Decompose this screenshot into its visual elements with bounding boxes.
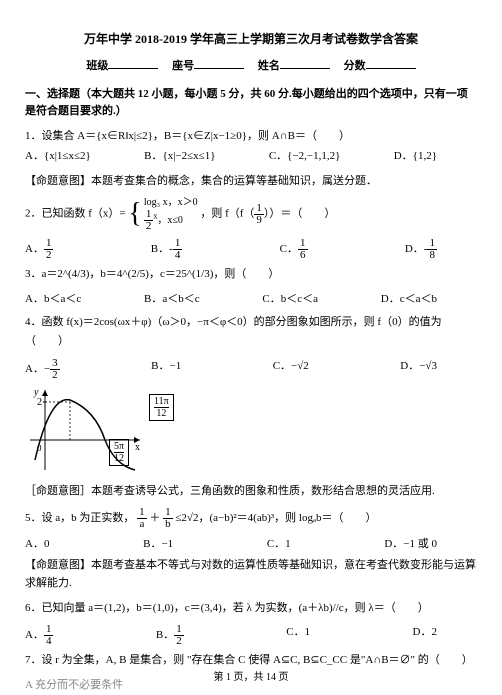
q5-opt-a: A．0	[25, 536, 49, 554]
q5-opt-b: B．−1	[143, 536, 173, 554]
q6-opt-a: A．14	[25, 624, 53, 647]
q2-options: A．12 B．-14 C．16 D．-18	[25, 238, 477, 261]
l2d: 12	[114, 453, 124, 464]
l2n: 5π	[114, 441, 124, 453]
svg-text:x: x	[135, 442, 140, 453]
exam-title: 万年中学 2018-2019 学年高三上学期第三次月考试卷数学含答案	[25, 30, 477, 49]
q6a-pre: A．	[25, 629, 44, 641]
q1-note: 【命题意图】本题考查集合的概念，集合的运算等基础知识，属送分题．	[25, 173, 477, 191]
score-blank	[366, 57, 416, 69]
q2-opt-b: B．-14	[151, 238, 183, 261]
q6b-d: 2	[174, 636, 184, 647]
q1-stem: 1．设集合 A＝{x∈R‖x|≤2}，B＝{x∈Z|x−1≥0}，则 A∩B＝（…	[25, 127, 477, 147]
q6-opt-d: D．2	[413, 624, 437, 647]
class-blank	[108, 57, 158, 69]
section-1-heading: 一、选择题（本大题共 12 小题，每小题 5 分，共 60 分.每小题给出的四个…	[25, 86, 477, 121]
q2b-d: 4	[173, 250, 183, 261]
q2b-pre: B．	[151, 243, 169, 255]
q6b-pre: B．	[156, 629, 174, 641]
q6a-d: 4	[44, 636, 54, 647]
q1-opt-c: C．{−2,−1,1,2}	[269, 147, 341, 167]
q6-options: A．14 B．12 C．1 D．2	[25, 624, 477, 647]
q5f2n: 1	[163, 507, 173, 519]
page-footer: 第 1 页，共 14 页	[0, 670, 502, 686]
q2-stem-end: ））＝（ ）	[264, 208, 336, 220]
q4-opt-b: B．−1	[151, 358, 181, 381]
q5f1n: 1	[137, 507, 147, 519]
q4a-pre: A．−	[25, 363, 50, 375]
left-brace-icon: {	[128, 200, 141, 228]
q4-opt-a: A．−32	[25, 358, 60, 381]
q3-stem: 3．a＝2^(4/3)，b＝4^(2/5)，c＝25^(1/3)，则（ ）	[25, 265, 477, 285]
q4-graph-row: 0 x y 2 11π12 5π12	[25, 385, 477, 475]
q4a-d: 2	[50, 370, 60, 381]
q5-stem-a: 5．设 a，b 为正实数，	[25, 512, 134, 524]
q2c-d: 6	[298, 250, 308, 261]
score-label: 分数	[344, 60, 366, 72]
svg-text:0: 0	[37, 443, 42, 453]
q2-opt-c: C．16	[280, 238, 308, 261]
l1d: 12	[154, 408, 169, 419]
question-6: 6．已知向量 a＝(1,2)，b＝(1,0)，c＝(3,4)，若 λ 为实数，(…	[25, 599, 477, 619]
q5-options: A．0 B．−1 C．1 D．−1 或 0	[25, 536, 477, 554]
seat-blank	[194, 57, 244, 69]
q2-piece1: log₃ x，x＞0	[144, 197, 198, 208]
q4-graph-labels: 11π12 5π12	[149, 394, 174, 466]
q6-stem: 6．已知向量 a＝(1,2)，b＝(1,0)，c＝(3,4)，若 λ 为实数，(…	[25, 599, 477, 619]
q5-opt-d: D．−1 或 0	[384, 536, 437, 554]
seat-label: 座号	[172, 60, 194, 72]
q5f1d: a	[137, 519, 147, 530]
q1-opt-d: D．{1,2}	[394, 147, 437, 167]
q2-arg-num: 1	[254, 203, 264, 215]
q4-opt-d: D．−√3	[400, 358, 437, 381]
name-blank	[280, 57, 330, 69]
q4-note: ［命题意图］本题考查诱导公式，三角函数的图象和性质，数形结合思想的灵活应用.	[25, 483, 477, 501]
q6-opt-b: B．12	[156, 624, 184, 647]
question-3: 3．a＝2^(4/3)，b＝4^(2/5)，c＝25^(1/3)，则（ ）	[25, 265, 477, 285]
q2a-d: 2	[44, 250, 54, 261]
student-info-line: 班级 座号 姓名 分数	[25, 57, 477, 76]
q2-p2-cond: ，x≤0	[157, 215, 183, 226]
q4-label-11pi12: 11π12	[149, 394, 174, 421]
q3-opt-c: C．b＜c＜a	[262, 291, 318, 309]
question-7: 7．设 r 为全集，A, B 是集合，则 "存在集合 C 使得 A⊆C, B⊆C…	[25, 651, 477, 671]
q3-opt-a: A．b＜a＜c	[25, 291, 81, 309]
q2d-pre: D．	[405, 243, 424, 255]
q2c-pre: C．	[280, 243, 298, 255]
q2-stem-pre: 2．已知函数 f（x）=	[25, 208, 126, 220]
q1-opt-b: B．{x|−2≤x≤1}	[144, 147, 215, 167]
q6-opt-c: C．1	[286, 624, 310, 647]
q5f2d: b	[163, 519, 173, 530]
name-label: 姓名	[258, 60, 280, 72]
q2-opt-a: A．12	[25, 238, 53, 261]
q2-piecewise: { log₃ x，x＞0 12x，x≤0	[128, 196, 197, 232]
question-2: 2．已知函数 f（x）= { log₃ x，x＞0 12x，x≤0 ，则 f（f…	[25, 196, 477, 232]
q4-options: A．−32 B．−1 C．−√2 D．−√3	[25, 358, 477, 381]
q2-opt-d: D．-18	[405, 238, 437, 261]
q5-opt-c: C．1	[267, 536, 291, 554]
q5-note: 【命题意图】本题考查基本不等式与对数的运算性质等基础知识，意在考查代数变形能与运…	[25, 557, 477, 592]
question-5: 5．设 a，b 为正实数， 1a ＋ 1b ≤2√2，(a−b)²＝4(ab)³…	[25, 507, 477, 530]
q5-plus: ＋	[149, 512, 160, 524]
q3-options: A．b＜a＜c B．a＜b＜c C．b＜c＜a D．c＜a＜b	[25, 291, 477, 309]
q3-opt-b: B．a＜b＜c	[144, 291, 200, 309]
q5-stem-b: ≤2√2，(a−b)²＝4(ab)³，则 logₐb＝（ ）	[175, 512, 376, 524]
q2d-d: 8	[427, 250, 437, 261]
class-label: 班级	[86, 60, 108, 72]
q2-arg-den: 9	[254, 215, 264, 226]
q1-opt-a: A．{x|1≤x≤2}	[25, 147, 91, 167]
q4-label-5pi12: 5π12	[109, 439, 129, 466]
q4-stem: 4．函数 f(x)＝2cos(ωx＋φ)（ω＞0，−π＜φ＜0）的部分图象如图所…	[25, 313, 477, 353]
q4-opt-c: C．−√2	[273, 358, 309, 381]
l1n: 11π	[154, 396, 169, 408]
q2a-pre: A．	[25, 243, 44, 255]
q3-opt-d: D．c＜a＜b	[381, 291, 437, 309]
svg-text:2: 2	[37, 397, 42, 408]
q2-stem-post: ，则 f（f（	[200, 208, 254, 220]
question-4: 4．函数 f(x)＝2cos(ωx＋φ)（ω＞0，−π＜φ＜0）的部分图象如图所…	[25, 313, 477, 353]
question-1: 1．设集合 A＝{x∈R‖x|≤2}，B＝{x∈Z|x−1≥0}，则 A∩B＝（…	[25, 127, 477, 167]
q2-p2-den: 2	[144, 221, 154, 232]
q7-stem: 7．设 r 为全集，A, B 是集合，则 "存在集合 C 使得 A⊆C, B⊆C…	[25, 651, 477, 671]
q1-options: A．{x|1≤x≤2} B．{x|−2≤x≤1} C．{−2,−1,1,2} D…	[25, 147, 477, 167]
